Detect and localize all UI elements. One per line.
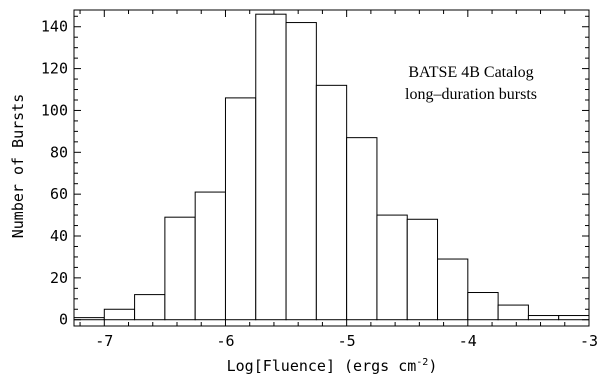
y-tick-label: 0 [59, 311, 68, 329]
histogram-bar [194, 191, 226, 321]
x-axis-label-superscript: -2 [416, 357, 428, 368]
histogram-bar [527, 315, 560, 321]
axis-ticks [74, 10, 589, 326]
histogram-bar [134, 294, 166, 321]
x-tick-label: -7 [95, 332, 113, 350]
histogram-bar [315, 84, 348, 321]
y-tick-label: 140 [41, 18, 68, 36]
y-tick-label: 40 [50, 227, 68, 245]
histogram-bar [285, 22, 317, 321]
histogram-bar [103, 308, 136, 321]
histogram-bar [467, 292, 499, 321]
histogram-bar [346, 137, 378, 321]
annotation-catalog: BATSE 4B Catalog [408, 64, 533, 81]
x-tick-label: -5 [338, 332, 356, 350]
y-axis-label: Number of Bursts [9, 94, 27, 239]
x-tick-label: -3 [580, 332, 598, 350]
y-tick-label: 60 [50, 185, 68, 203]
y-tick-label: 120 [41, 60, 68, 78]
histogram-bar [164, 216, 196, 321]
histogram-bar [376, 214, 408, 321]
histogram-bar [497, 304, 529, 321]
x-tick-labels: -7 -6 -5 -4 -3 [95, 332, 598, 350]
plot-frame [73, 9, 590, 327]
y-tick-label: 80 [50, 143, 68, 161]
x-axis-label: Log[Fluence] (ergs cm-2) [227, 357, 438, 374]
histogram-bar [255, 13, 287, 321]
x-axis-label-main: Log[Fluence] (ergs cm [227, 357, 417, 374]
annotation-bursts: long–duration bursts [405, 86, 537, 103]
histogram-bars [73, 13, 590, 321]
histogram-bar [437, 258, 469, 321]
y-tick-label: 100 [41, 101, 68, 119]
x-axis-label-close: ) [428, 357, 437, 374]
histogram-bar [558, 315, 590, 321]
y-tick-label: 20 [50, 269, 68, 287]
x-tick-label: -4 [459, 332, 477, 350]
histogram-bar [224, 97, 257, 321]
y-tick-labels: 0 20 40 60 80 100 120 140 [41, 18, 68, 329]
histogram-bar [406, 218, 439, 321]
x-tick-label: -6 [216, 332, 234, 350]
